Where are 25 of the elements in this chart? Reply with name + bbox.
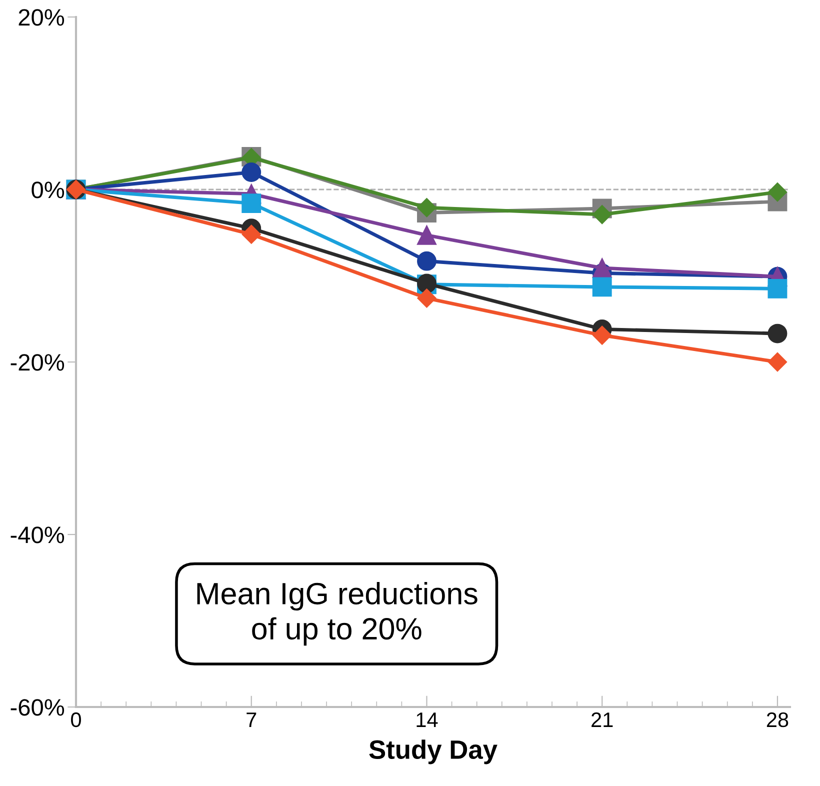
x-tick-label: 14 [416, 712, 438, 727]
point [417, 225, 436, 245]
point [592, 204, 612, 224]
point [242, 224, 261, 244]
x-tick-label: 21 [592, 712, 613, 727]
y-tick-label: 0% [32, 182, 64, 198]
y-tick-label: -40% [10, 526, 64, 544]
y-tick-label: -20% [10, 354, 64, 371]
point [768, 278, 788, 298]
annotation: Mean IgG reductions of up to 20% [197, 582, 478, 646]
point [417, 251, 436, 271]
x-tick-label: 0 [71, 712, 81, 728]
point [417, 288, 436, 308]
point [242, 194, 262, 214]
x-tick-label: 28 [766, 712, 788, 728]
point [768, 324, 788, 344]
x-axis-title: Study Day [369, 740, 498, 764]
point [592, 326, 612, 345]
point [768, 182, 788, 202]
point [417, 198, 436, 218]
y-tick-label: 20% [18, 9, 64, 26]
x-tick-label: 7 [246, 712, 256, 727]
point [242, 162, 262, 182]
y-tick-label: -60% [10, 699, 64, 716]
point [768, 352, 788, 372]
